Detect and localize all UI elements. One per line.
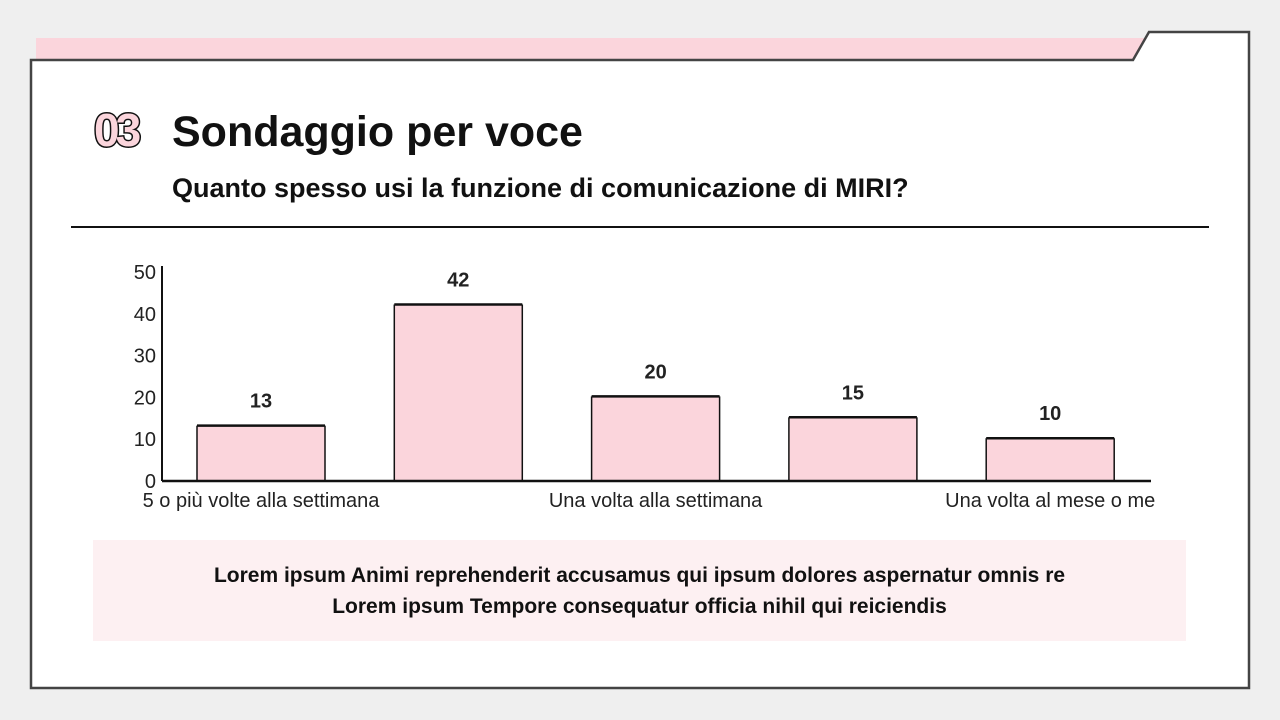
y-tick-label: 0 [145,471,156,493]
bar [788,417,917,480]
bar [591,396,720,480]
data-label: 10 [1039,403,1061,425]
category-label: Una volta alla settimana [549,490,763,512]
y-tick-label: 50 [134,262,156,284]
y-tick-label: 10 [134,429,156,451]
data-label: 15 [842,382,864,404]
bar [197,425,325,480]
note-box: Lorem ipsum Animi reprehenderit accusamu… [93,540,1186,641]
accent-band [36,38,1146,60]
data-label: 13 [250,391,272,413]
data-label: 20 [644,361,666,383]
data-label: 42 [447,269,469,291]
bar [986,438,1115,480]
page-title: Sondaggio per voce [172,108,583,156]
category-label: 5 o più volte alla settimana [143,490,381,512]
divider [71,226,1209,228]
note-line-1: Lorem ipsum Animi reprehenderit accusamu… [213,563,1066,587]
category-label: Una volta al mese o me [945,490,1155,512]
y-tick-label: 40 [134,304,156,326]
card [29,30,1251,690]
bar [394,304,523,480]
page-subtitle: Quanto spesso usi la funzione di comunic… [172,173,909,203]
y-tick-label: 20 [134,387,156,409]
section-number: 03 [92,103,142,158]
note-line-2: Lorem ipsum Tempore consequatur officia … [332,594,947,618]
y-tick-label: 30 [134,346,156,368]
